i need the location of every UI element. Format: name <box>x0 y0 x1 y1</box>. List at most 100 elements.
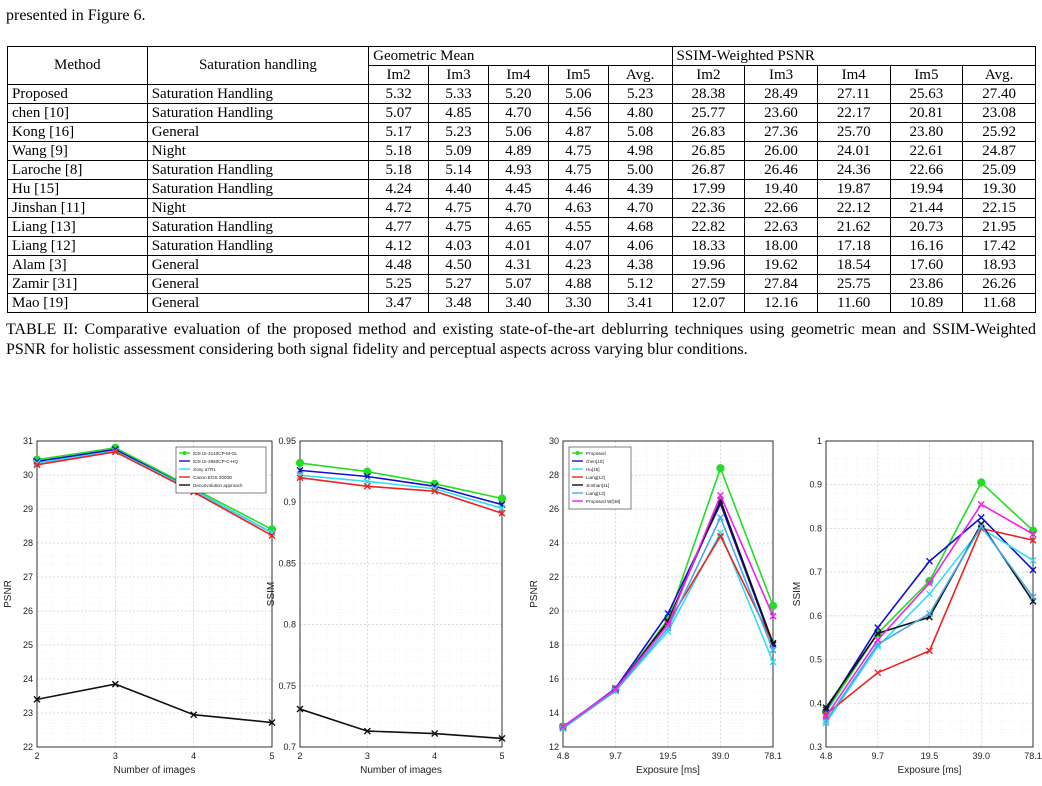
plot-frame <box>299 440 503 748</box>
cell-gm: 5.18 <box>368 141 430 161</box>
data-point <box>190 711 198 719</box>
cell-sw: 23.80 <box>889 122 964 142</box>
cell-method: Zamir [31] <box>7 274 148 294</box>
data-point <box>1029 530 1037 538</box>
cell-saturation: General <box>146 293 370 313</box>
cell-gm: 5.08 <box>607 122 673 142</box>
data-point <box>717 532 724 540</box>
y-tick-label: 26 <box>23 606 33 616</box>
data-point <box>111 448 119 456</box>
x-tick-label: 4.8 <box>820 751 833 761</box>
cell-saturation: Saturation Handling <box>146 179 370 199</box>
cell-sw: 17.60 <box>889 255 964 275</box>
data-point <box>295 458 305 468</box>
y-tick-label: 0.8 <box>809 523 822 533</box>
cell-sw: 24.36 <box>816 160 891 180</box>
chart-psnr-vs-exposure: 12 14 16 18 20 22 24 26 28 30 4.8 9.7 19.5 39.0 78.1 Ex… <box>529 436 782 776</box>
data-point <box>559 723 567 731</box>
cell-method: Laroche [8] <box>7 160 148 180</box>
cell-method: chen [10] <box>7 103 148 123</box>
header-method: Method <box>7 46 148 85</box>
x-axis-label: Exposure [ms] <box>898 765 962 776</box>
cell-gm: 4.06 <box>607 236 673 256</box>
table-row: Hu [15] Saturation Handling 4.24 4.40 4.45 4.… <box>7 179 1036 199</box>
data-point <box>822 712 830 720</box>
cell-saturation: Saturation Handling <box>146 103 370 123</box>
caption-label: TABLE II: <box>6 321 78 338</box>
cell-gm: 4.38 <box>607 255 673 275</box>
intro-line: presented in Figure 6. <box>6 7 146 24</box>
series-line <box>299 708 503 740</box>
y-tick-label: 0.9 <box>283 497 296 507</box>
data-point <box>926 647 933 655</box>
cell-gm: 4.01 <box>487 236 549 256</box>
y-tick-label: 24 <box>549 538 559 548</box>
data-point <box>498 734 506 742</box>
chart-ssim-vs-exposure: 0.3 0.4 0.5 0.6 0.7 0.8 0.9 1 4.8 9.7 19.5 39.0 78.1… <box>792 436 1042 776</box>
table-header-row: Method Saturation handling Geometric Mea… <box>7 46 1037 85</box>
y-tick-label: 26 <box>549 504 559 514</box>
y-tick-label: 25 <box>23 640 33 650</box>
data-point <box>1029 593 1037 601</box>
cell-sw: 27.84 <box>744 274 818 294</box>
data-point <box>926 557 933 565</box>
cell-sw: 10.89 <box>889 293 964 313</box>
cell-gm: 4.93 <box>487 160 549 180</box>
legend: IDS UI-3140CP-M-GL IDS UI-3860CP-C-HQ Sony… <box>175 446 267 494</box>
data-point <box>1029 536 1037 544</box>
data-point <box>717 491 724 499</box>
x-tick-label: 78.1 <box>1024 751 1042 761</box>
data-point <box>977 514 985 521</box>
header-geometric-mean: Geometric Mean <box>368 46 673 66</box>
data-point <box>716 464 725 473</box>
subheader-sw-3: Im5 <box>889 65 964 85</box>
y-tick-label: 0.3 <box>809 742 822 752</box>
y-tick-label: 0.95 <box>278 436 296 446</box>
cell-gm: 4.03 <box>428 236 489 256</box>
legend-label: Jinshan[11] <box>586 483 609 488</box>
cell-gm: 4.70 <box>607 198 673 218</box>
x-tick-label: 4 <box>191 751 196 761</box>
y-tick-label: 30 <box>549 436 559 446</box>
cell-gm: 4.48 <box>368 255 430 275</box>
cell-sw: 26.83 <box>671 122 746 142</box>
cell-gm: 5.18 <box>368 160 430 180</box>
legend-label: chen[10] <box>586 459 604 464</box>
legend-label: Liang[13] <box>586 491 605 496</box>
cell-method: Hu [15] <box>7 179 148 199</box>
table-row: Mao [19] General 3.47 3.48 3.40 3.30 3.41 12.07… <box>7 293 1036 313</box>
cell-sw: 22.12 <box>816 198 891 218</box>
data-point <box>977 522 985 530</box>
y-tick-label: 0.5 <box>809 655 822 665</box>
x-tick-label: 3 <box>113 751 118 761</box>
y-tick-label: 0.7 <box>809 567 822 577</box>
cell-method: Jinshan [11] <box>7 198 148 218</box>
y-tick-label: 28 <box>549 470 559 480</box>
cell-gm: 4.72 <box>368 198 430 218</box>
y-tick-label: 24 <box>23 674 33 684</box>
cell-gm: 4.80 <box>607 103 673 123</box>
cell-sw: 25.77 <box>671 103 746 123</box>
data-point <box>1029 566 1037 574</box>
cell-gm: 4.31 <box>487 255 549 275</box>
cell-gm: 4.70 <box>487 198 549 218</box>
table-row: Kong [16] General 5.17 5.23 5.06 4.87 5.08 26.8… <box>7 122 1036 142</box>
cell-saturation: General <box>146 255 370 275</box>
cell-gm: 4.75 <box>547 160 609 180</box>
cell-gm: 4.55 <box>547 217 609 237</box>
cell-gm: 3.48 <box>428 293 489 313</box>
y-axis-label: PSNR <box>529 580 540 608</box>
x-axis-label: Exposure [ms] <box>636 765 700 776</box>
subheader-sw-4: Avg. <box>962 65 1036 85</box>
legend-label: Canon EOS 2000D <box>193 475 233 480</box>
subheader-sw-1: Im3 <box>744 65 818 85</box>
data-point <box>612 685 619 693</box>
data-point <box>268 532 276 540</box>
header-saturation: Saturation handling <box>146 46 370 85</box>
data-point <box>926 590 933 598</box>
x-tick-label: 5 <box>269 751 274 761</box>
cell-sw: 23.86 <box>889 274 964 294</box>
data-point <box>363 482 371 490</box>
table-row: Jinshan [11] Night 4.72 4.75 4.70 4.63 4.70 22.… <box>7 198 1036 218</box>
cell-gm: 4.12 <box>368 236 430 256</box>
